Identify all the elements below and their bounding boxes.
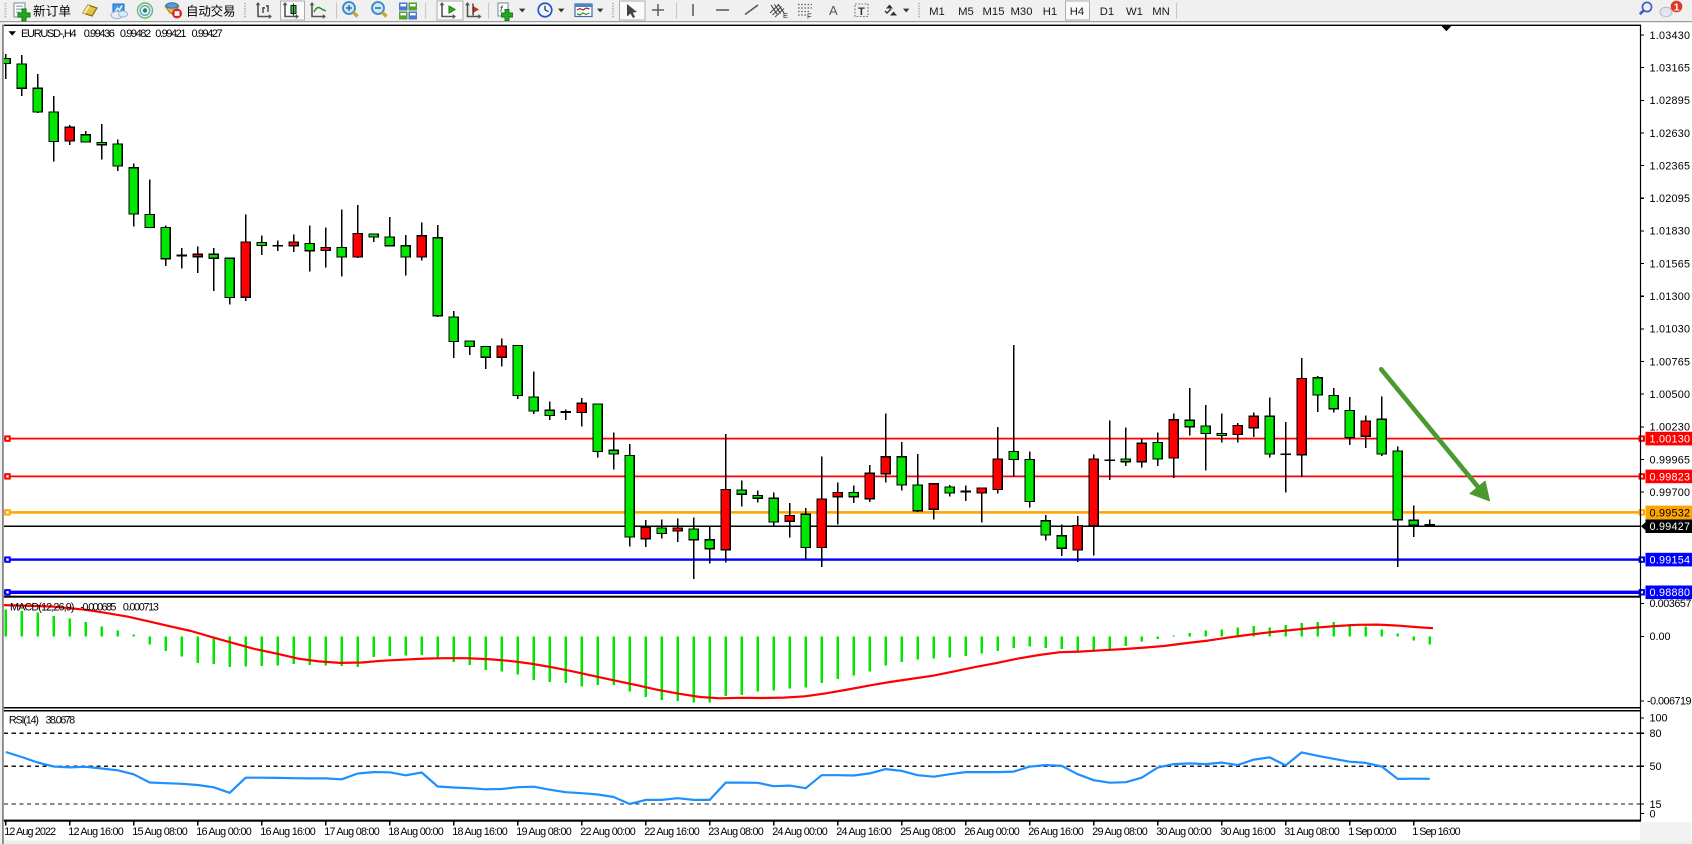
svg-text:1.00230: 1.00230: [1650, 422, 1691, 434]
svg-text:16 Aug 00:00: 16 Aug 00:00: [196, 826, 252, 838]
svg-text:1 Sep 16:00: 1 Sep 16:00: [1412, 826, 1461, 838]
svg-text:18 Aug 00:00: 18 Aug 00:00: [388, 826, 444, 838]
svg-text:M5: M5: [958, 6, 974, 18]
svg-text:H4: H4: [1070, 6, 1084, 18]
svg-text:0.99154: 0.99154: [1650, 555, 1691, 567]
svg-text:17 Aug 08:00: 17 Aug 08:00: [324, 826, 380, 838]
svg-text:0.99421: 0.99421: [155, 28, 186, 40]
svg-text:12 Aug 2022: 12 Aug 2022: [4, 826, 56, 838]
svg-text:1.00130: 1.00130: [1650, 434, 1691, 446]
svg-text:1.03165: 1.03165: [1650, 62, 1691, 74]
svg-text:M30: M30: [1011, 6, 1033, 18]
svg-text:26 Aug 16:00: 26 Aug 16:00: [1028, 826, 1084, 838]
svg-text:新订单: 新订单: [33, 3, 71, 18]
svg-text:38.0678: 38.0678: [46, 714, 76, 726]
svg-text:1.01030: 1.01030: [1650, 324, 1691, 336]
svg-text:24 Aug 00:00: 24 Aug 00:00: [772, 826, 828, 838]
svg-text:22 Aug 16:00: 22 Aug 16:00: [644, 826, 700, 838]
svg-text:30 Aug 16:00: 30 Aug 16:00: [1220, 826, 1276, 838]
svg-text:80: 80: [1650, 728, 1662, 740]
svg-text:H1: H1: [1043, 6, 1057, 18]
svg-text:f: f: [500, 4, 504, 14]
svg-text:15: 15: [1650, 799, 1662, 811]
svg-text:30 Aug 00:00: 30 Aug 00:00: [1156, 826, 1212, 838]
svg-text:D1: D1: [1100, 6, 1114, 18]
svg-text:15 Aug 08:00: 15 Aug 08:00: [132, 826, 188, 838]
svg-text:1.01300: 1.01300: [1650, 291, 1691, 303]
svg-text:EURUSD-,H4: EURUSD-,H4: [21, 28, 77, 40]
svg-text:1: 1: [1674, 2, 1680, 14]
svg-text:0.99700: 0.99700: [1650, 487, 1691, 499]
svg-text:MACD(12,26,9): MACD(12,26,9): [10, 601, 75, 613]
svg-text:1.02365: 1.02365: [1650, 160, 1691, 172]
svg-text:24 Aug 16:00: 24 Aug 16:00: [836, 826, 892, 838]
svg-text:0.99427: 0.99427: [1650, 521, 1691, 533]
svg-text:26 Aug 00:00: 26 Aug 00:00: [964, 826, 1020, 838]
svg-text:1.03430: 1.03430: [1650, 30, 1691, 42]
svg-text:16 Aug 16:00: 16 Aug 16:00: [260, 826, 316, 838]
svg-text:A: A: [829, 3, 838, 18]
svg-text:23 Aug 08:00: 23 Aug 08:00: [708, 826, 764, 838]
svg-text:19 Aug 08:00: 19 Aug 08:00: [516, 826, 572, 838]
svg-text:22 Aug 00:00: 22 Aug 00:00: [580, 826, 636, 838]
svg-text:1.02630: 1.02630: [1650, 128, 1691, 140]
svg-text:1.00765: 1.00765: [1650, 356, 1691, 368]
svg-text:0: 0: [1650, 808, 1656, 820]
svg-text:0.99436: 0.99436: [84, 28, 115, 40]
svg-text:0.99482: 0.99482: [120, 28, 151, 40]
svg-text:12 Aug 16:00: 12 Aug 16:00: [68, 826, 124, 838]
svg-text:0.99532: 0.99532: [1650, 507, 1691, 519]
svg-text:0.99427: 0.99427: [192, 28, 223, 40]
svg-text:1.00500: 1.00500: [1650, 389, 1691, 401]
svg-text:0.00: 0.00: [1650, 631, 1671, 643]
svg-text:18 Aug 16:00: 18 Aug 16:00: [452, 826, 508, 838]
svg-text:W1: W1: [1126, 6, 1143, 18]
svg-text:M1: M1: [929, 6, 945, 18]
svg-text:0.99823: 0.99823: [1650, 471, 1691, 483]
svg-text:-0.000685: -0.000685: [80, 601, 116, 613]
svg-text:50: 50: [1650, 761, 1662, 773]
svg-text:25 Aug 08:00: 25 Aug 08:00: [900, 826, 956, 838]
svg-text:1.02895: 1.02895: [1650, 95, 1691, 107]
svg-text:1 Sep 00:00: 1 Sep 00:00: [1348, 826, 1397, 838]
svg-text:RSI(14): RSI(14): [9, 714, 39, 726]
svg-text:100: 100: [1650, 713, 1668, 725]
svg-text:0.003657: 0.003657: [1650, 598, 1692, 610]
svg-text:F: F: [807, 12, 812, 21]
svg-text:M15: M15: [983, 6, 1005, 18]
svg-text:31 Aug 08:00: 31 Aug 08:00: [1284, 826, 1340, 838]
svg-text:1.02095: 1.02095: [1650, 193, 1691, 205]
svg-text:1.01830: 1.01830: [1650, 226, 1691, 238]
svg-text:0.99965: 0.99965: [1650, 454, 1691, 466]
svg-text:29 Aug 08:00: 29 Aug 08:00: [1092, 826, 1148, 838]
svg-text:0.000713: 0.000713: [123, 601, 159, 613]
svg-text:MN: MN: [1152, 6, 1170, 18]
svg-text:0.98880: 0.98880: [1650, 587, 1691, 599]
svg-text:-0.006719: -0.006719: [1647, 696, 1692, 708]
svg-text:1.01565: 1.01565: [1650, 258, 1691, 270]
svg-text:E: E: [783, 11, 788, 20]
svg-text:T: T: [858, 6, 865, 18]
svg-text:自动交易: 自动交易: [186, 3, 236, 18]
